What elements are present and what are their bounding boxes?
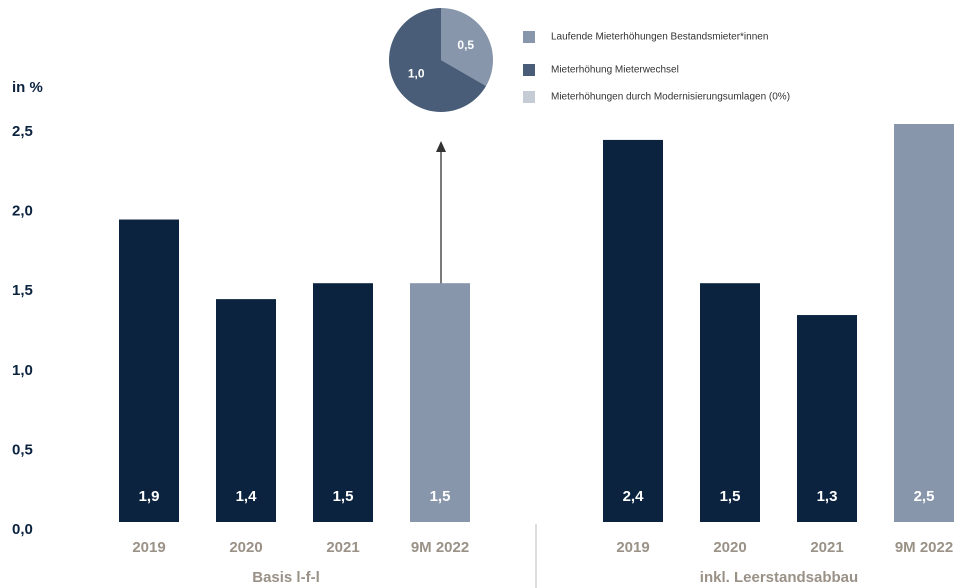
pie-label: 0,5 [457, 38, 474, 52]
y-tick-label: 2,0 [12, 203, 33, 220]
bar [797, 315, 857, 522]
bar [700, 283, 760, 522]
bar [410, 283, 470, 522]
y-tick-label: 0,0 [12, 521, 33, 538]
x-tick-label: 2021 [326, 539, 359, 556]
y-axis-label: in % [12, 79, 43, 96]
x-axis-label: Basis l-f-l [252, 569, 320, 586]
x-tick-label: 2020 [713, 539, 746, 556]
legend-swatch [523, 31, 535, 43]
x-tick-label: 2021 [810, 539, 843, 556]
legend-label: Laufende Mieterhöhungen Bestandsmieter*i… [551, 32, 768, 43]
x-axis-label: inkl. Leerstandsabbau [700, 569, 858, 586]
value-label: 1,9 [139, 488, 160, 505]
y-tick-label: 1,0 [12, 362, 33, 379]
y-tick-label: 1,5 [12, 282, 33, 299]
x-tick-label: 2019 [616, 539, 649, 556]
pie-label: 1,0 [408, 66, 425, 80]
bar [119, 219, 179, 522]
bar [603, 139, 663, 523]
x-tick-label: 9M 2022 [895, 539, 953, 556]
value-label: 1,5 [333, 488, 354, 505]
legend-swatch [523, 64, 535, 76]
x-tick-label: 9M 2022 [411, 539, 469, 556]
bar [216, 299, 276, 522]
value-label: 1,4 [236, 488, 258, 505]
bar [894, 124, 954, 522]
y-tick-label: 2,5 [12, 123, 33, 140]
x-tick-label: 2020 [229, 539, 262, 556]
value-label: 2,4 [623, 488, 645, 505]
legend-label: Mieterhöhungen durch Modernisierungsumla… [551, 92, 790, 103]
legend-swatch [523, 91, 535, 103]
legend-label: Mieterhöhung Mieterwechsel [551, 65, 679, 76]
value-label: 2,5 [914, 488, 935, 505]
value-label: 1,5 [720, 488, 741, 505]
bar [313, 283, 373, 522]
pie-slice [441, 8, 494, 86]
pie-slice [389, 8, 487, 112]
arrow-head [436, 141, 446, 152]
value-label: 1,5 [430, 488, 451, 505]
value-label: 1,3 [817, 488, 838, 505]
y-tick-label: 0,5 [12, 441, 33, 458]
x-tick-label: 2019 [132, 539, 165, 556]
